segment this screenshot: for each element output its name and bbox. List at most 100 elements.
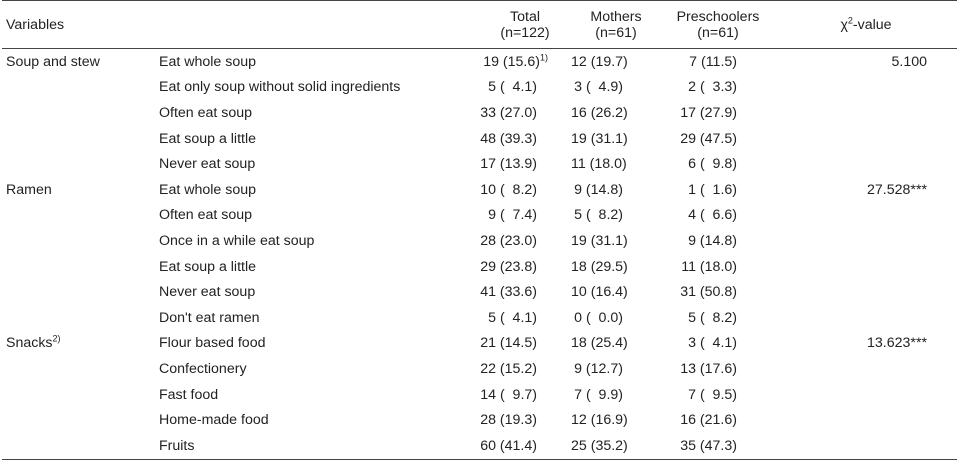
table-row: Eat only soup without solid ingredients 5… <box>2 75 957 101</box>
table-row: Never eat soup 17 (13.9) 11 (18.0) 6 ( 9.8) <box>2 151 957 177</box>
header-total-label: Total <box>510 8 540 25</box>
cell-item: Eat only soup without solid ingredients <box>159 79 401 96</box>
cell-total: 14 ( 9.7) <box>479 382 571 408</box>
variable-label: Soup and stew <box>6 53 100 70</box>
cell-total: 21 (14.5) <box>479 331 571 357</box>
cell-total-value: 22 (15.2) <box>480 360 537 377</box>
cell-total: 41 (33.6) <box>479 279 571 305</box>
variable-label: Ramen <box>6 181 52 198</box>
cell-variable <box>2 126 156 152</box>
cell-total: 5 ( 4.1) <box>479 305 571 331</box>
cell-chi-value <box>775 203 957 229</box>
cell-item: Never eat soup <box>159 284 256 301</box>
cell-preschoolers: 17 (27.9) <box>680 104 737 121</box>
cell-preschoolers: 1 ( 1.6) <box>688 181 737 198</box>
table-row: Often eat soup 9 ( 7.4) 5 ( 8.2) 4 ( 6.6) <box>2 203 957 229</box>
cell-total-value: 17 (13.9) <box>480 156 537 173</box>
cell-total-value: 60 (41.4) <box>480 437 537 454</box>
cell-total: 9 ( 7.4) <box>479 203 571 229</box>
header-total-n: (n=122) <box>500 24 550 41</box>
header-preschoolers-n: (n=61) <box>697 24 739 41</box>
cell-variable: Soup and stew <box>2 49 156 75</box>
cell-variable <box>2 228 156 254</box>
cell-chi-value <box>775 254 957 280</box>
cell-total-value: 5 ( 4.1) <box>488 309 537 326</box>
cell-mothers: 12 (16.9) <box>571 412 628 429</box>
cell-variable <box>2 279 156 305</box>
header-chi-suffix: -value <box>852 16 892 33</box>
cell-mothers: 25 (35.2) <box>571 437 628 454</box>
header-mothers: Mothers (n=61) <box>571 1 661 49</box>
cell-preschoolers: 2 ( 3.3) <box>688 79 737 96</box>
cell-item: Eat whole soup <box>159 181 257 198</box>
table-row: Don't eat ramen 5 ( 4.1) 0 ( 0.0) 5 ( 8.2) <box>2 305 957 331</box>
table-header: Variables Total (n=122) Mothers (n=61) P… <box>2 0 957 49</box>
table-row: Eat soup a little 29 (23.8) 18 (29.5) 11 (1… <box>2 254 957 280</box>
table-row: Soup and stew Eat whole soup 19 (15.6)1) 12… <box>2 49 957 75</box>
cell-preschoolers: 16 (21.6) <box>680 412 737 429</box>
cell-total: 33 (27.0) <box>479 100 571 126</box>
cell-item: Confectionery <box>159 360 247 377</box>
cell-preschoolers: 31 (50.8) <box>680 284 737 301</box>
cell-mothers: 18 (29.5) <box>571 258 628 275</box>
cell-mothers: 9 (12.7) <box>574 360 623 377</box>
cell-preschoolers: 6 ( 9.8) <box>688 156 737 173</box>
header-preschoolers: Preschoolers (n=61) <box>661 1 775 49</box>
cell-total-value: 21 (14.5) <box>480 335 537 352</box>
cell-chi-value <box>775 75 957 101</box>
cell-variable <box>2 100 156 126</box>
cell-variable <box>2 356 156 382</box>
cell-item: Eat soup a little <box>159 130 257 147</box>
cell-total: 60 (41.4) <box>479 433 571 459</box>
cell-total: 28 (19.3) <box>479 407 571 433</box>
cell-item: Fruits <box>159 437 195 454</box>
cell-preschoolers: 3 ( 4.1) <box>688 335 737 352</box>
cell-item: Flour based food <box>159 335 266 352</box>
cell-mothers: 0 ( 0.0) <box>574 309 623 326</box>
table-row: Snacks2) Flour based food 21 (14.5) 18 (25.… <box>2 331 957 357</box>
cell-item: Don't eat ramen <box>159 309 260 326</box>
cell-mothers: 3 ( 4.9) <box>574 79 623 96</box>
cell-total-value: 9 ( 7.4) <box>488 207 537 224</box>
table-row: Never eat soup 41 (33.6) 10 (16.4) 31 (50.8… <box>2 279 957 305</box>
cell-preschoolers: 35 (47.3) <box>680 437 737 454</box>
header-chi-sup: 2 <box>847 14 853 25</box>
cell-item: Eat soup a little <box>159 258 257 275</box>
cell-total-value: 29 (23.8) <box>480 258 537 275</box>
cell-chi-value <box>775 126 957 152</box>
cell-variable <box>2 305 156 331</box>
cell-item: Eat whole soup <box>159 53 257 70</box>
cell-chi-value <box>775 100 957 126</box>
cell-total: 17 (13.9) <box>479 151 571 177</box>
cell-total-value: 28 (23.0) <box>480 232 537 249</box>
cell-chi-value <box>775 228 957 254</box>
total-footnote-mark: 1) <box>539 52 548 63</box>
header-mothers-label: Mothers <box>590 8 642 25</box>
cell-chi-value <box>775 433 957 459</box>
cell-total: 22 (15.2) <box>479 356 571 382</box>
cell-item: Often eat soup <box>159 207 253 224</box>
table-row: Fruits 60 (41.4) 25 (35.2) 35 (47.3) <box>2 433 957 459</box>
cell-chi-value: 5.100 <box>891 53 927 70</box>
cell-preschoolers: 7 (11.5) <box>689 53 737 70</box>
table-row: Ramen Eat whole soup 10 ( 8.2) 9 (14.8) 1 ( … <box>2 177 957 203</box>
cell-preschoolers: 13 (17.6) <box>680 360 737 377</box>
variable-footnote-mark: 2) <box>52 333 61 344</box>
cell-chi-value: 13.623*** <box>867 335 927 352</box>
cell-total-value: 19 (15.6) <box>483 53 540 70</box>
cell-chi-value <box>775 305 957 331</box>
table-row: Fast food 14 ( 9.7) 7 ( 9.9) 7 ( 9.5) <box>2 382 957 408</box>
cell-variable: Snacks2) <box>2 331 156 357</box>
header-total: Total (n=122) <box>479 1 571 49</box>
header-items-blank <box>156 1 479 49</box>
cell-total: 10 ( 8.2) <box>479 177 571 203</box>
cell-variable <box>2 382 156 408</box>
cell-variable <box>2 75 156 101</box>
cell-total-value: 5 ( 4.1) <box>488 79 537 96</box>
cell-chi-value <box>775 382 957 408</box>
table-row: Confectionery 22 (15.2) 9 (12.7) 13 (17.6) <box>2 356 957 382</box>
cell-mothers: 9 (14.8) <box>574 181 623 198</box>
cell-total-value: 14 ( 9.7) <box>480 386 537 403</box>
table-row: Once in a while eat soup 28 (23.0) 19 (31.… <box>2 228 957 254</box>
